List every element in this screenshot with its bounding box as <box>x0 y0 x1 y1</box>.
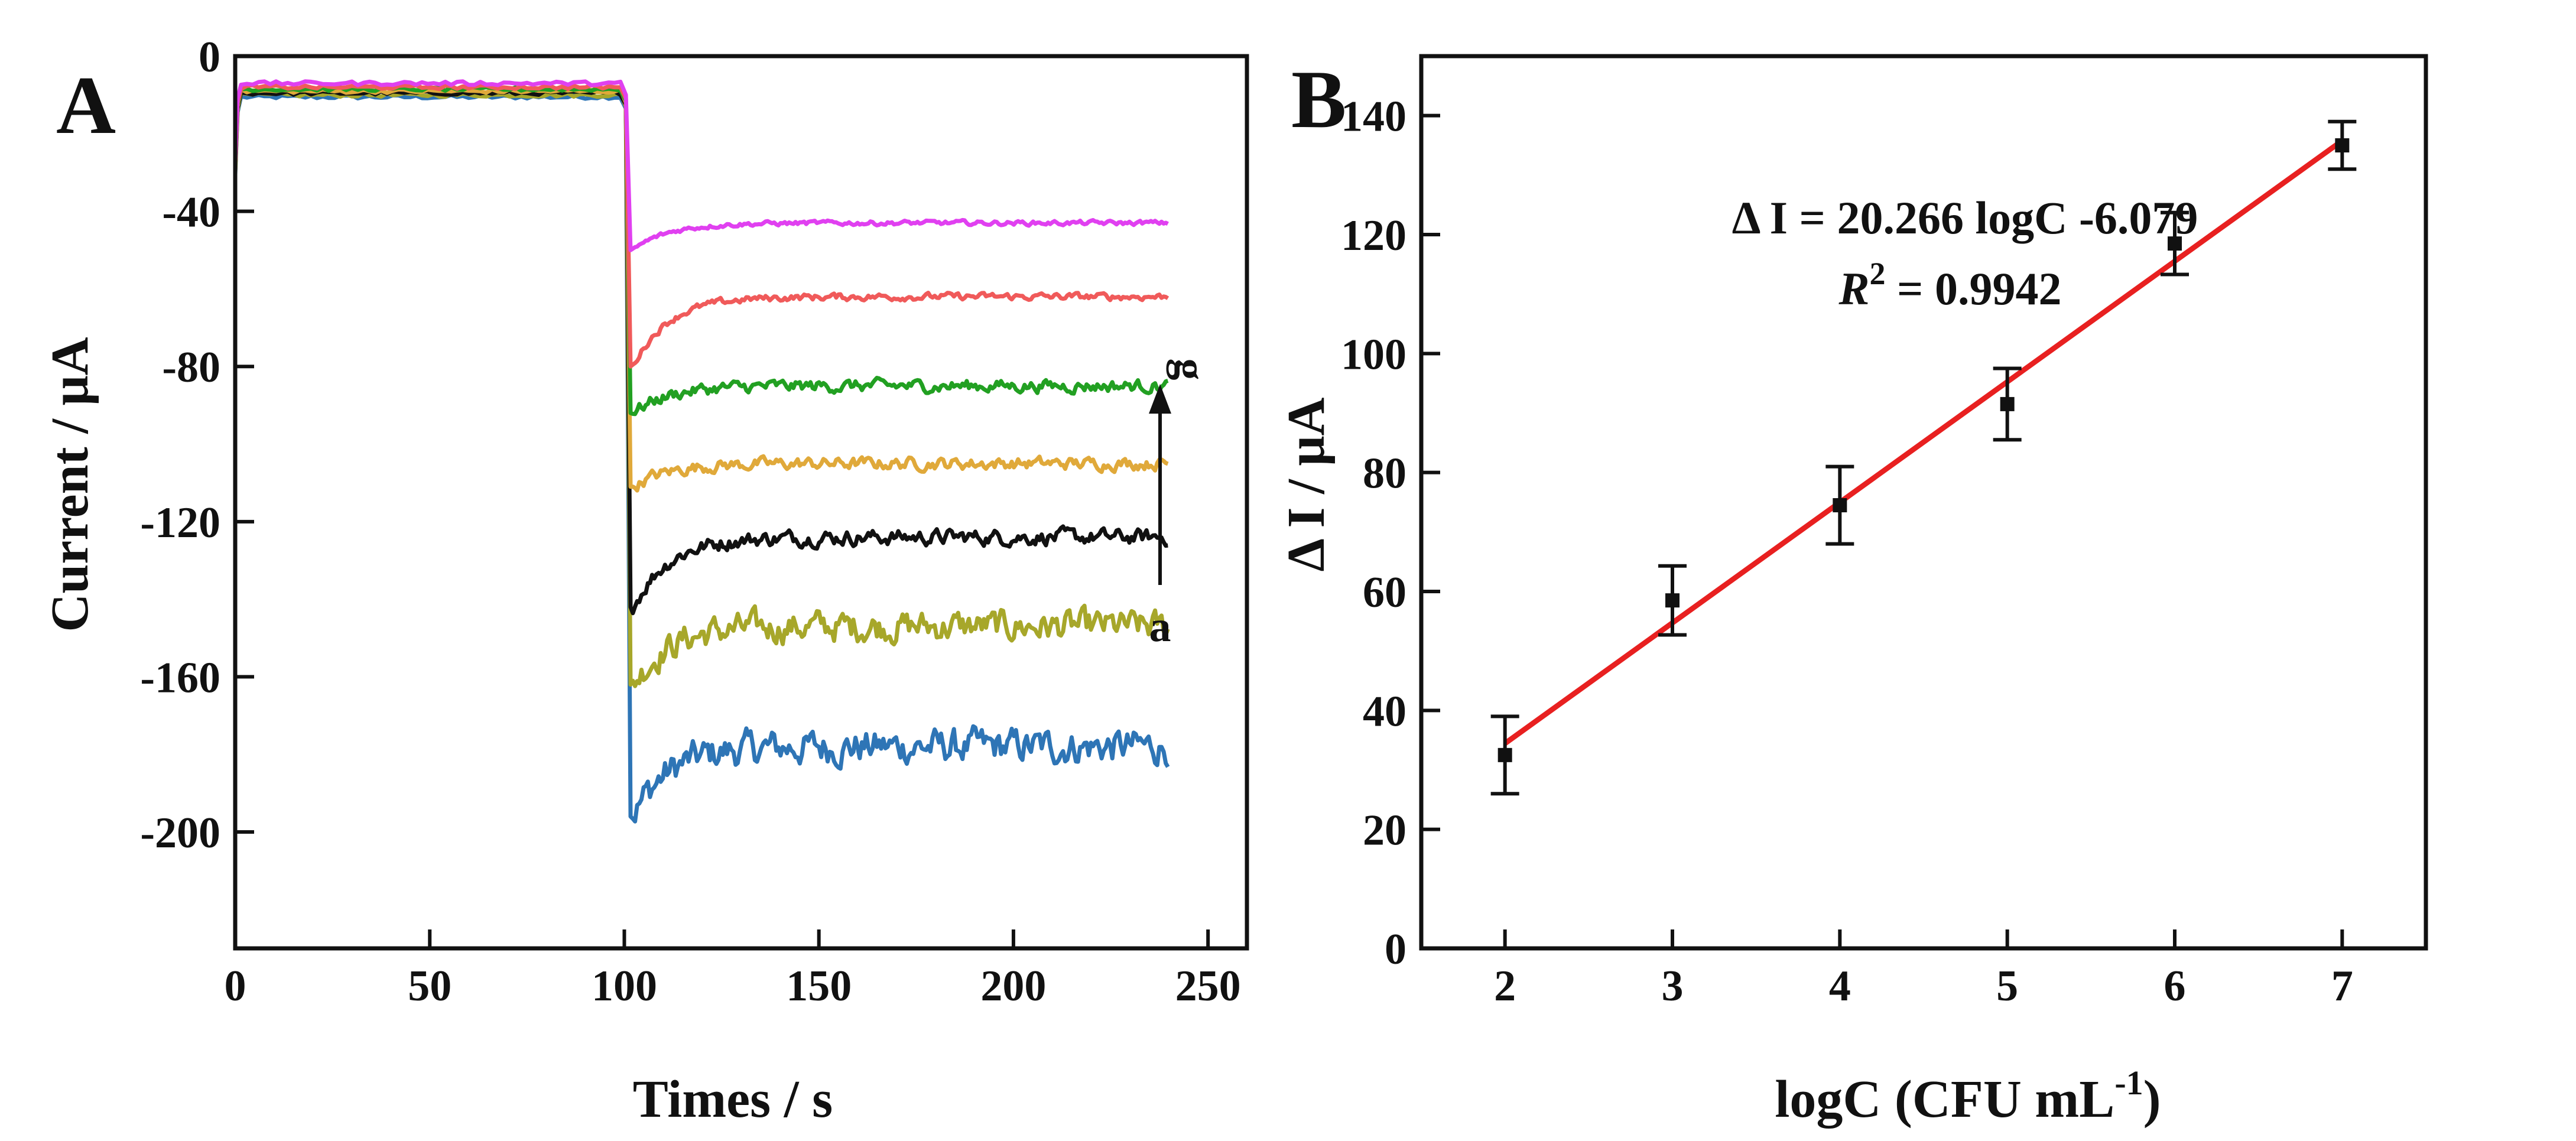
panel-b-y-tick-label: 80 <box>1363 450 1406 498</box>
panel-b-y-tick-label: 120 <box>1341 212 1406 260</box>
point-marker <box>1665 593 1680 608</box>
panel-a-x-tick-label: 250 <box>1175 962 1241 1010</box>
panel-b-y-tick-label: 0 <box>1385 925 1406 974</box>
panel-b-y-tick-label: 100 <box>1341 330 1406 379</box>
data-point <box>1993 366 2022 442</box>
curve-label-a: a <box>1149 603 1171 651</box>
panel-b-x-tick-label: 7 <box>2331 962 2353 1010</box>
panel-b-x-tick-label: 5 <box>1996 962 2018 1010</box>
fit-line <box>1503 138 2344 746</box>
panel-b-x-tick-label: 6 <box>2164 962 2186 1010</box>
panel-b-y-tick-labels: 0 20 40 60 80 100 120 140 <box>1341 93 1406 974</box>
point-marker <box>2000 396 2015 411</box>
panel-a-y-tick-label: -160 <box>140 654 220 702</box>
series-e <box>233 85 1169 417</box>
panel-b-x-tick-label: 2 <box>1494 962 1516 1010</box>
panel-b-label: B <box>1291 54 1346 145</box>
data-point <box>1658 564 1687 637</box>
panel-b-points <box>1490 119 2357 796</box>
panel-b-x-tick-label: 4 <box>1829 962 1851 1010</box>
panel-a-x-tick-label: 200 <box>980 962 1046 1010</box>
panel-b-x-tick-labels: 2 3 4 5 6 7 <box>1494 962 2353 1010</box>
series-a <box>233 93 1170 824</box>
series-c <box>233 89 1168 616</box>
panel-a-x-axis-title: Times / s <box>633 1070 833 1129</box>
panel-b-y-tick-label: 140 <box>1341 93 1406 141</box>
panel-b-frame <box>1419 54 2428 951</box>
data-point <box>2161 210 2189 277</box>
panel-b-x-tick-label: 3 <box>1662 962 1684 1010</box>
point-marker <box>2335 138 2350 152</box>
panel-a-frame <box>233 54 1249 951</box>
panel-b-y-tick-label: 60 <box>1363 568 1406 617</box>
panel-a-y-tick-label: 0 <box>199 33 220 82</box>
panel-b-y-tick-label: 20 <box>1363 807 1406 855</box>
panel-a-label: A <box>56 60 116 151</box>
point-marker <box>1833 498 1847 513</box>
panel-a-y-tick-label: -120 <box>140 499 220 547</box>
panel-a-ticks <box>233 54 1210 948</box>
panel-a-x-tick-label: 0 <box>225 962 246 1010</box>
data-point <box>1825 464 1854 546</box>
panel-a-series <box>233 79 1170 824</box>
data-point <box>1490 714 1519 796</box>
series-g <box>233 79 1169 252</box>
panel-b-x-axis-title: logC (CFU mL-1) <box>1775 1064 2161 1129</box>
data-point <box>2328 119 2357 171</box>
panel-b-y-axis-title: Δ I / μA <box>1277 397 1336 571</box>
series-d <box>233 87 1169 493</box>
curve-label-g: g <box>1166 359 1214 381</box>
panel-a: A Current / μA Times / s 0 50 100 150 200 250… <box>41 33 1249 1129</box>
panel-a-x-tick-label: 50 <box>408 962 451 1010</box>
r-squared: R2 = 0.9942 <box>1838 256 2062 314</box>
panel-b-y-tick-label: 40 <box>1363 687 1406 736</box>
panel-a-y-axis-title: Current / μA <box>41 337 99 632</box>
point-marker <box>1497 747 1512 762</box>
series-b <box>233 90 1170 688</box>
panel-a-y-tick-labels: 0 -40 -80 -120 -160 -200 <box>140 33 220 857</box>
panel-a-y-tick-label: -40 <box>162 188 220 237</box>
panel-a-y-tick-label: -80 <box>162 343 220 392</box>
panel-a-x-tick-label: 150 <box>786 962 852 1010</box>
panel-b: B Δ I / μA logC (CFU mL-1) 2 3 4 5 6 7 0 20 40 6… <box>1277 54 2428 1129</box>
point-marker <box>2168 236 2182 251</box>
panel-a-x-tick-label: 100 <box>592 962 657 1010</box>
fit-equation: Δ I = 20.266 logC -6.079 <box>1732 192 2198 243</box>
panel-b-fit <box>1503 138 2344 746</box>
series-f <box>233 83 1170 369</box>
increase-arrow-head <box>1149 384 1171 414</box>
panel-a-y-tick-label: -200 <box>140 809 220 857</box>
panel-a-x-tick-labels: 0 50 100 150 200 250 <box>225 962 1241 1010</box>
